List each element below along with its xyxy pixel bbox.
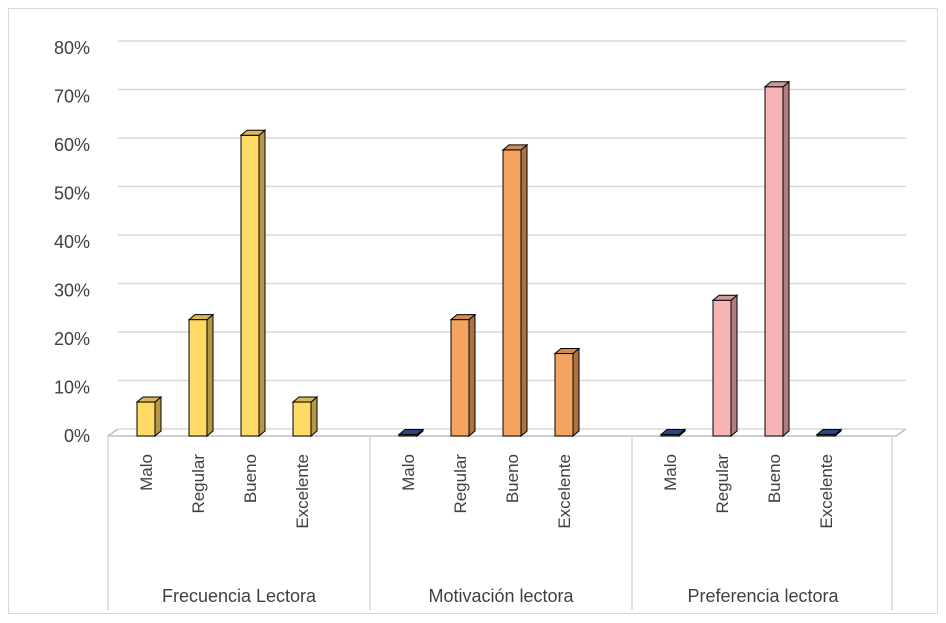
bar-side: [782, 80, 790, 438]
y-tick-label: 80%: [54, 38, 90, 58]
bar-top: [449, 314, 477, 321]
floor-edge: [895, 428, 907, 437]
bar-front: [136, 401, 156, 437]
bar-side: [258, 129, 266, 438]
bar: [291, 395, 319, 438]
bar-top: [815, 429, 843, 435]
bar-top: [553, 348, 581, 355]
bar-top: [135, 396, 163, 403]
y-tick-label: 10%: [54, 378, 90, 398]
bar-front: [554, 353, 574, 437]
bar-top: [659, 429, 687, 435]
x-category-label: Bueno: [241, 454, 260, 503]
x-category-label: Excelente: [293, 454, 312, 529]
bar-front: [240, 134, 260, 437]
x-category-label: Regular: [451, 454, 470, 514]
bar: [711, 294, 739, 438]
bar-top: [763, 81, 791, 88]
y-tick-label: 20%: [54, 329, 90, 349]
bar: [763, 80, 791, 438]
group-label: Motivación lectora: [428, 586, 574, 606]
x-category-label: Excelente: [555, 454, 574, 529]
x-category-label: Bueno: [765, 454, 784, 503]
x-category-label: Malo: [661, 454, 680, 491]
bar-top: [291, 396, 319, 403]
bar: [449, 313, 477, 438]
group-label: Frecuencia Lectora: [162, 586, 317, 606]
bar-top: [239, 129, 267, 136]
bar-top: [501, 144, 529, 151]
bar-front: [712, 299, 732, 437]
y-tick-label: 50%: [54, 184, 90, 204]
bar-front: [188, 319, 208, 437]
bar-side: [154, 395, 162, 438]
bars: [135, 80, 843, 438]
bar: [187, 313, 215, 438]
bar-top: [711, 294, 739, 301]
bar: [397, 428, 425, 438]
group-label: Preferencia lectora: [687, 586, 839, 606]
bar-side: [572, 347, 580, 438]
y-tick-label: 30%: [54, 281, 90, 301]
bar-side: [206, 313, 214, 438]
bar-front: [450, 319, 470, 437]
x-category-label: Malo: [399, 454, 418, 491]
y-tick-label: 60%: [54, 135, 90, 155]
bar: [659, 428, 687, 438]
x-category-label: Excelente: [817, 454, 836, 529]
bar: [239, 129, 267, 438]
bar: [501, 143, 529, 438]
bar-side: [730, 294, 738, 438]
bar-side: [520, 143, 528, 438]
bar: [815, 428, 843, 438]
bar-front: [764, 86, 784, 437]
x-category-label: Bueno: [503, 454, 522, 503]
y-tick-label: 0%: [64, 426, 90, 446]
bar-front: [502, 149, 522, 437]
bar-side: [468, 313, 476, 438]
bar: [553, 347, 581, 438]
bar-top: [397, 429, 425, 435]
y-tick-label: 70%: [54, 87, 90, 107]
x-category-label: Malo: [137, 454, 156, 491]
floor-edge: [107, 428, 119, 437]
x-category-label: Regular: [713, 454, 732, 514]
bar-front: [292, 401, 312, 437]
y-tick-label: 40%: [54, 232, 90, 252]
x-category-label: Regular: [189, 454, 208, 514]
bar-side: [310, 395, 318, 438]
bar: [135, 395, 163, 438]
labels: 0% 10% 20% 30% 40% 50% 60% 70% 80% Malo Regular Bue…: [54, 38, 840, 606]
bar-top: [187, 314, 215, 321]
